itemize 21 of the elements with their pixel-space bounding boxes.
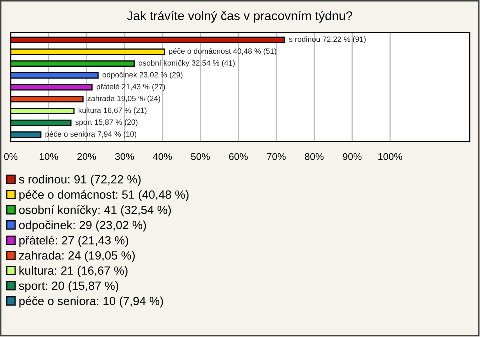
- x-tick-label: 30%: [115, 153, 134, 160]
- legend-label: s rodinou: 91 (72,22 %): [19, 175, 141, 186]
- x-tick-label: 60%: [229, 153, 248, 160]
- legend-label: zahrada: 24 (19,05 %): [19, 251, 135, 262]
- x-tick-label: 10%: [40, 153, 58, 160]
- x-tick-label: 0%: [4, 153, 18, 160]
- legend-label: kultura: 21 (16,67 %): [20, 266, 128, 278]
- x-tick-label: 70%: [267, 153, 286, 160]
- x-tick-label: 40%: [153, 153, 172, 160]
- x-tick-label: 50%: [191, 153, 210, 160]
- x-tick-label: 100%: [378, 153, 402, 160]
- legend-label: osobní koníčky: 41 (32,54 %): [19, 205, 172, 217]
- legend-label: sport: 20 (15,87 %): [19, 281, 119, 292]
- x-tick-label: 80%: [305, 153, 324, 160]
- legend-label: přátelé: 27 (21,43 %): [20, 236, 128, 248]
- legend-label: odpočinek: 29 (23,02 %): [19, 220, 146, 232]
- legend-label: péče o domácnost: 51 (40,48 %): [20, 190, 189, 202]
- x-tick-label: 90%: [343, 153, 362, 160]
- chart-title: Jak trávíte volný čas v pracovním týdnu?: [127, 11, 352, 23]
- x-tick-label: 20%: [78, 153, 96, 160]
- legend-label: péče o seniora: 10 (7,94 %): [20, 296, 164, 308]
